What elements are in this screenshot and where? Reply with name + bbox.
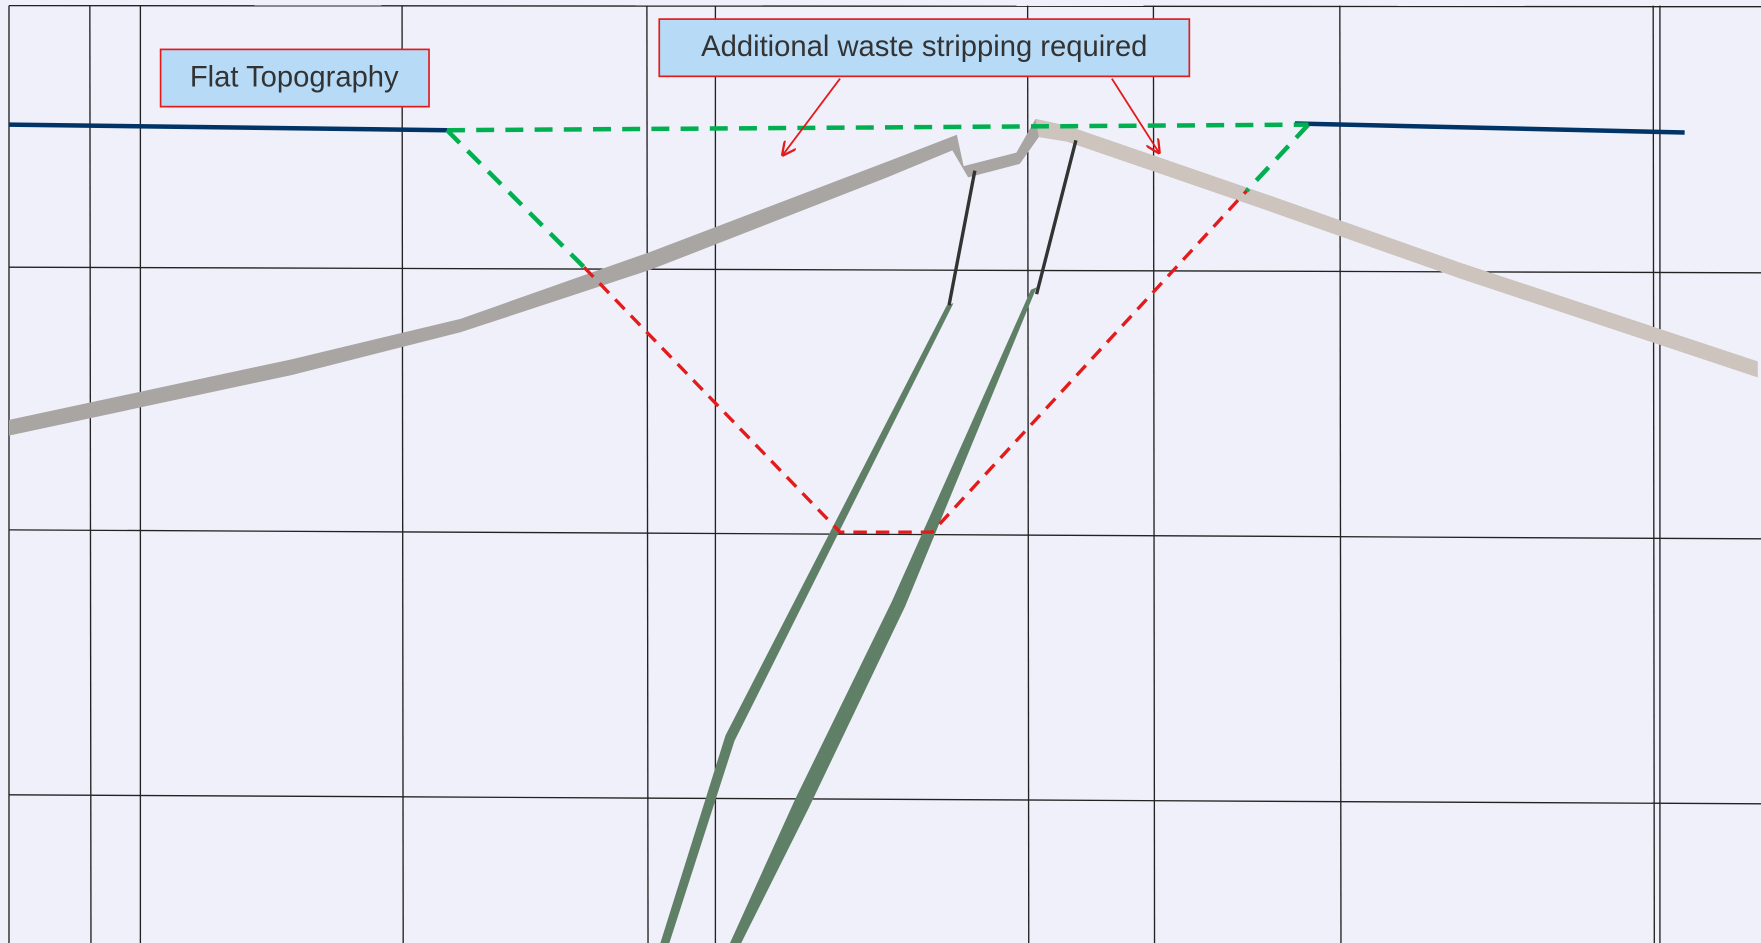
label-box [658,18,1191,78]
flat-topography-line [1294,121,1685,135]
label: Flat Topography [190,61,399,93]
pit-shell [582,189,1248,534]
label: Additional waste stripping required [701,31,1147,63]
drill-hole [947,170,977,306]
flat-topography-line [8,122,448,133]
vein [730,287,1037,943]
drill-hole [1034,139,1078,295]
label-box [159,48,430,108]
topography-surface-right [1035,118,1758,378]
arrow [783,78,841,155]
vein [660,303,954,943]
pit-shell-flat [445,122,1311,269]
arrow [1111,78,1159,153]
